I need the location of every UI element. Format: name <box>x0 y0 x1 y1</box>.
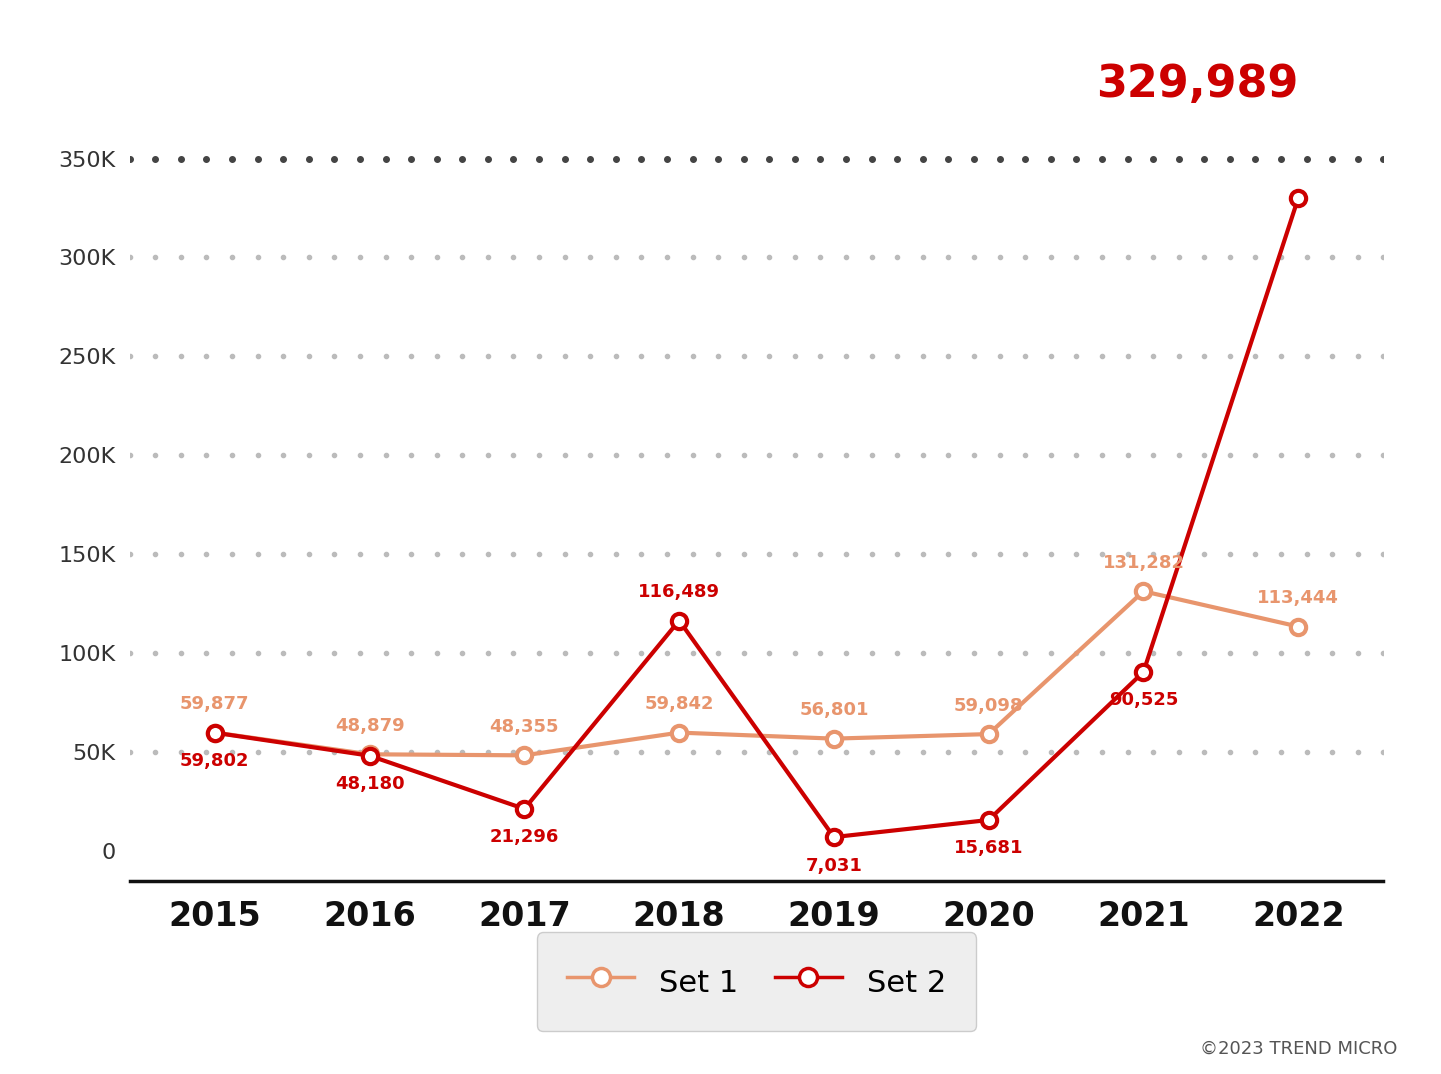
Text: 48,879: 48,879 <box>334 716 405 735</box>
Text: 90,525: 90,525 <box>1108 692 1179 709</box>
Text: 116,489: 116,489 <box>638 583 720 601</box>
Text: 15,681: 15,681 <box>954 840 1023 857</box>
Text: ©2023 TREND MICRO: ©2023 TREND MICRO <box>1200 1040 1398 1058</box>
Text: 21,296: 21,296 <box>490 828 559 846</box>
Text: 131,282: 131,282 <box>1102 554 1185 571</box>
Text: 48,355: 48,355 <box>490 717 559 736</box>
Text: 7,031: 7,031 <box>806 857 862 874</box>
Text: 48,180: 48,180 <box>334 775 405 793</box>
Text: 59,098: 59,098 <box>954 697 1023 714</box>
Text: 59,877: 59,877 <box>180 695 249 713</box>
Legend: Set 1, Set 2: Set 1, Set 2 <box>536 932 977 1031</box>
Text: 329,989: 329,989 <box>1095 62 1298 105</box>
Text: 59,802: 59,802 <box>180 752 249 770</box>
Text: 56,801: 56,801 <box>800 701 869 720</box>
Text: 113,444: 113,444 <box>1258 590 1339 607</box>
Text: 59,842: 59,842 <box>644 695 713 713</box>
